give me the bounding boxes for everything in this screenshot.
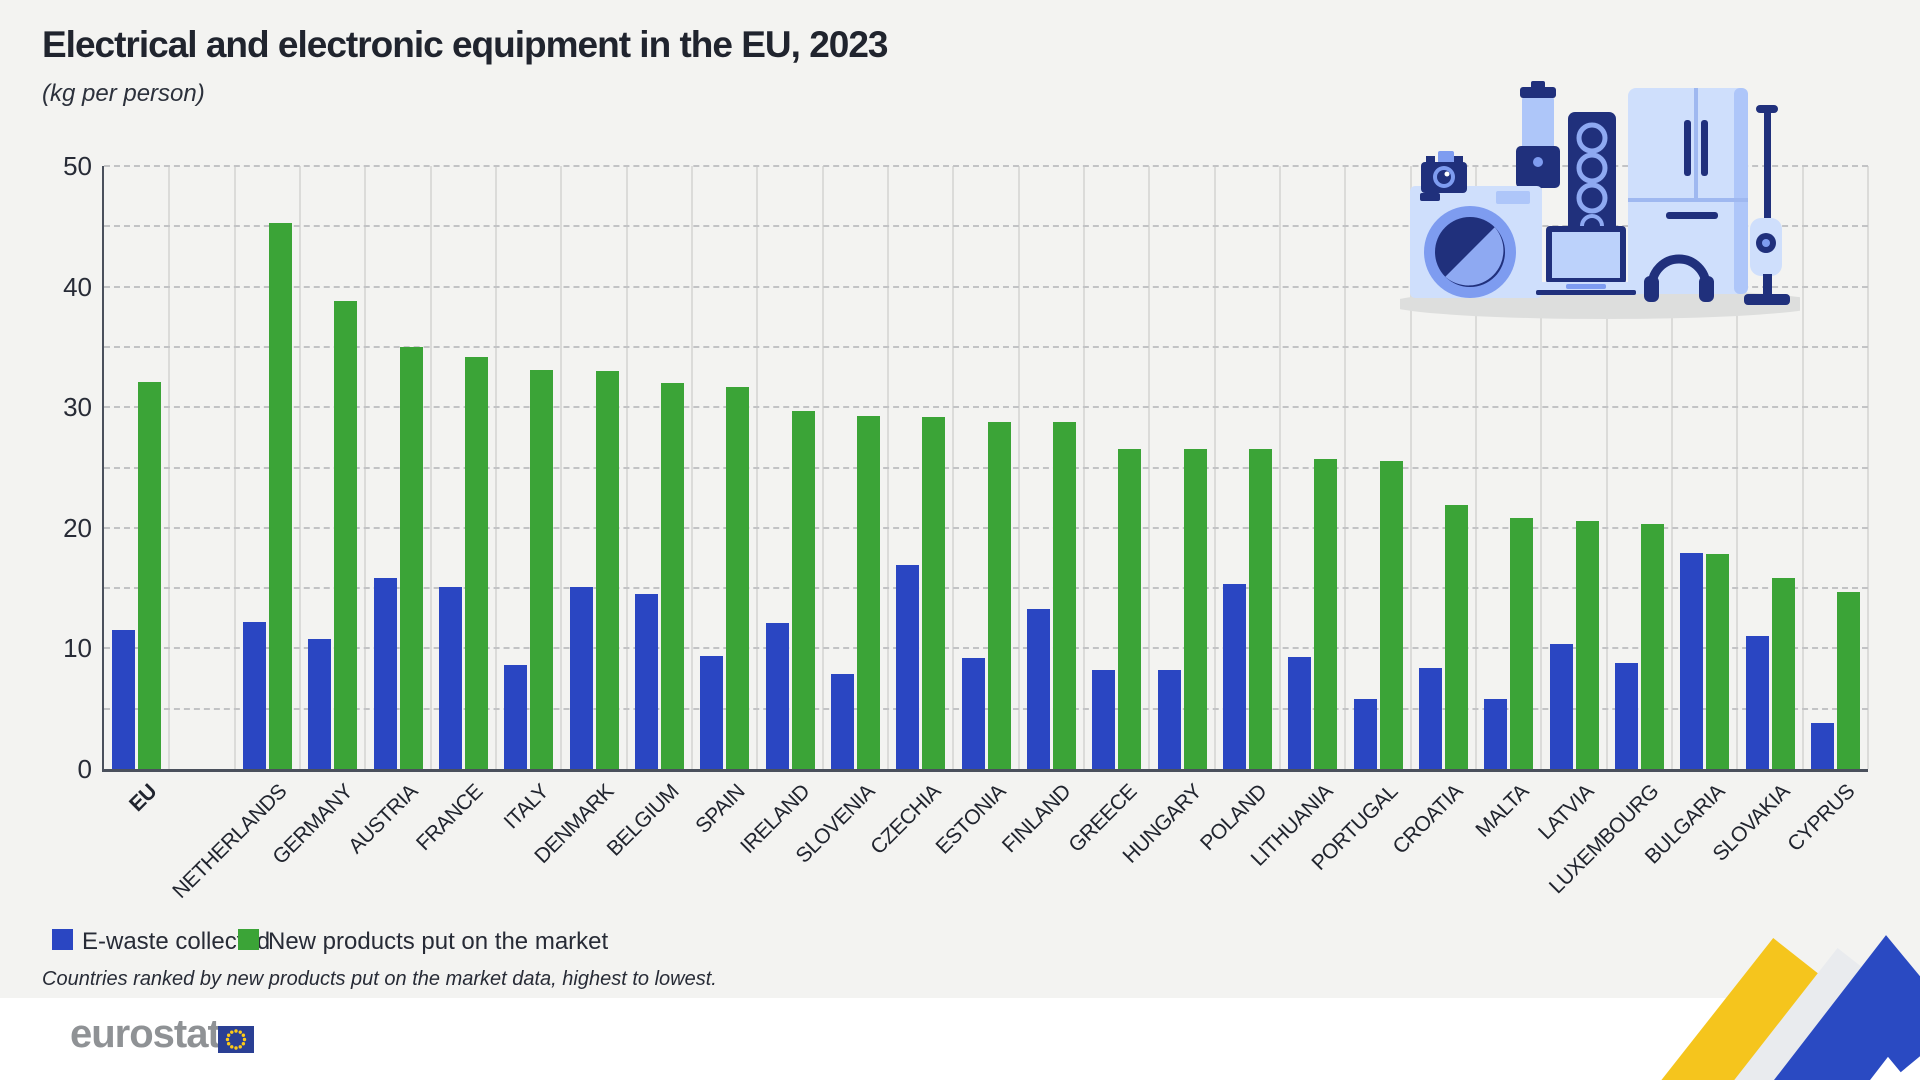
ewaste-bar-france xyxy=(438,586,462,769)
legend-swatch-new-products xyxy=(238,929,259,950)
ewaste-bar-greece xyxy=(1092,670,1116,769)
new-products-bar-italy xyxy=(530,369,554,769)
ewaste-bar-luxembourg xyxy=(1614,662,1638,769)
washing-machine-icon xyxy=(1410,186,1542,298)
y-tick-label-0: 0 xyxy=(77,754,92,784)
new-products-bar-latvia xyxy=(1575,520,1599,769)
new-products-bar-eu xyxy=(138,381,162,769)
horizontal-gridline xyxy=(104,285,1868,288)
laptop-icon xyxy=(1536,226,1636,295)
legend-swatch-ewaste xyxy=(52,929,73,950)
ewaste-bar-slovakia xyxy=(1745,636,1769,769)
new-products-bar-poland xyxy=(1248,449,1272,769)
page-title: Electrical and electronic equipment in t… xyxy=(42,24,889,65)
fridge-icon xyxy=(1628,88,1748,294)
new-products-bar-finland xyxy=(1052,421,1076,769)
horizontal-gridline xyxy=(104,707,1868,710)
horizontal-gridline xyxy=(104,225,1868,228)
ewaste-bar-germany xyxy=(308,638,332,769)
ewaste-bar-poland xyxy=(1222,584,1246,769)
appliances-illustration xyxy=(1400,81,1800,319)
new-products-bar-greece xyxy=(1118,449,1142,769)
horizontal-gridline xyxy=(104,345,1868,348)
new-products-bar-netherlands xyxy=(268,222,292,769)
new-products-bar-estonia xyxy=(987,421,1011,769)
new-products-bar-ireland xyxy=(791,410,815,769)
ewaste-bar-hungary xyxy=(1157,670,1181,769)
new-products-bar-slovenia xyxy=(856,415,880,769)
ewaste-bar-estonia xyxy=(961,658,985,769)
horizontal-gridline xyxy=(104,647,1868,650)
y-tick-label-20: 20 xyxy=(63,512,92,543)
ewaste-bar-italy xyxy=(504,665,528,769)
new-products-bar-france xyxy=(464,356,488,769)
page-subtitle: (kg per person) xyxy=(42,80,205,107)
bar-chart-plot xyxy=(102,165,1869,772)
new-products-bar-spain xyxy=(726,386,750,769)
new-products-bar-croatia xyxy=(1444,504,1468,769)
y-tick-label-50: 50 xyxy=(63,151,92,181)
ewaste-bar-netherlands xyxy=(242,621,266,769)
ewaste-bar-lithuania xyxy=(1288,656,1312,769)
ewaste-bar-belgium xyxy=(634,594,658,769)
new-products-bar-austria xyxy=(399,346,423,769)
new-products-bar-malta xyxy=(1510,518,1534,769)
legend-label-new-products: New products put on the market xyxy=(268,928,609,955)
ewaste-bar-spain xyxy=(700,655,724,769)
new-products-bar-belgium xyxy=(660,383,684,769)
ewaste-bar-czechia xyxy=(896,565,920,769)
vertical-gridline xyxy=(1867,166,1869,769)
new-products-bar-cyprus xyxy=(1836,591,1860,769)
horizontal-gridline xyxy=(104,406,1868,409)
camera-icon xyxy=(1421,151,1467,193)
ewaste-bar-malta xyxy=(1484,699,1508,769)
ewaste-bar-latvia xyxy=(1549,643,1573,769)
ewaste-bar-slovenia xyxy=(830,673,854,769)
ewaste-bar-austria xyxy=(373,578,397,769)
new-products-bar-portugal xyxy=(1379,461,1403,769)
new-products-bar-luxembourg xyxy=(1640,524,1664,769)
ranking-footnote: Countries ranked by new products put on … xyxy=(42,968,717,990)
ewaste-bar-bulgaria xyxy=(1680,553,1704,769)
y-tick-label-10: 10 xyxy=(63,633,92,664)
y-tick-label-30: 30 xyxy=(63,392,92,423)
ewaste-bar-ireland xyxy=(765,623,789,769)
horizontal-gridline xyxy=(104,165,1868,167)
footer-band xyxy=(0,998,1920,1080)
horizontal-gridline xyxy=(104,526,1868,529)
new-products-bar-bulgaria xyxy=(1706,554,1730,769)
new-products-bar-lithuania xyxy=(1314,459,1338,769)
horizontal-gridline xyxy=(104,587,1868,590)
new-products-bar-hungary xyxy=(1183,449,1207,769)
decorative-ribbon xyxy=(1661,935,1920,1080)
ewaste-bar-croatia xyxy=(1418,667,1442,769)
blender-icon xyxy=(1516,81,1560,188)
headphones-icon xyxy=(1644,254,1714,302)
vacuum-icon xyxy=(1744,105,1790,305)
eurostat-logo-text: eurostat xyxy=(70,1012,221,1056)
horizontal-gridline xyxy=(104,466,1868,469)
new-products-bar-czechia xyxy=(922,416,946,769)
ewaste-bar-cyprus xyxy=(1810,723,1834,769)
new-products-bar-slovakia xyxy=(1771,578,1795,769)
new-products-bar-germany xyxy=(334,301,358,769)
ewaste-bar-denmark xyxy=(569,586,593,769)
eu-flag-icon xyxy=(218,1026,254,1053)
y-tick-label-40: 40 xyxy=(63,271,92,302)
new-products-bar-denmark xyxy=(595,371,619,769)
ewaste-bar-finland xyxy=(1026,608,1050,769)
ewaste-bar-eu xyxy=(112,630,136,769)
ewaste-bar-portugal xyxy=(1353,699,1377,769)
